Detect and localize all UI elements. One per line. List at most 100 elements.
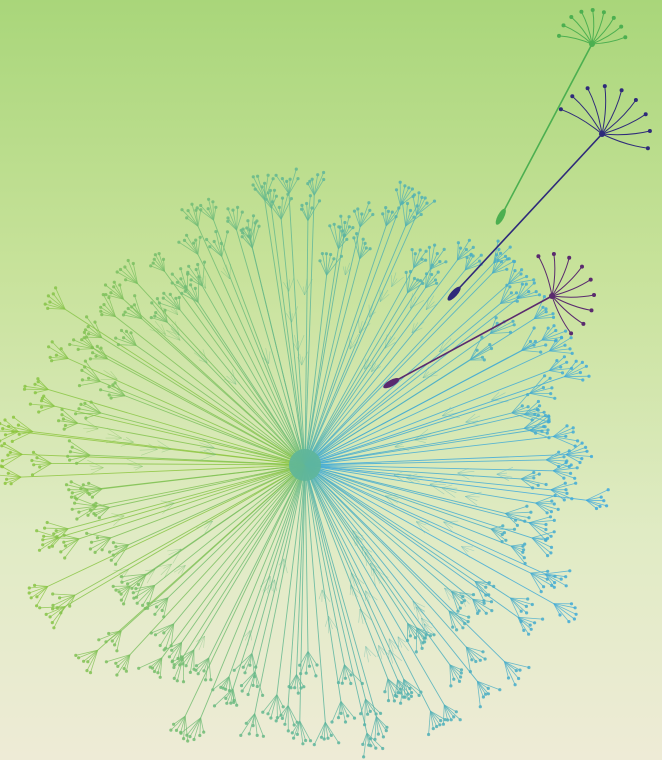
- pappus-tip: [109, 396, 113, 400]
- pappus-tip: [246, 219, 250, 223]
- pappus-tip: [85, 531, 89, 536]
- pappus-tip: [551, 315, 556, 319]
- pappus-filament: [132, 263, 138, 284]
- inner-filament: [291, 313, 293, 323]
- pappus-tip: [121, 313, 126, 317]
- pappus-filament: [469, 348, 492, 361]
- pappus-filament: [282, 178, 290, 195]
- inner-filament: [439, 340, 445, 352]
- pappus-tip: [573, 444, 577, 448]
- pappus-filament: [428, 711, 431, 735]
- pappus-tip: [194, 238, 198, 242]
- pappus-tip: [255, 733, 259, 738]
- pappus-filament: [413, 253, 416, 268]
- pappus-tip: [570, 94, 575, 99]
- seed-stalk: [304, 464, 450, 612]
- inner-filament: [377, 645, 379, 657]
- pappus-filament: [407, 623, 416, 638]
- pappus-filament: [39, 537, 59, 551]
- pappus-tip: [100, 548, 104, 552]
- pappus-tip: [569, 602, 574, 606]
- pappus-filament: [510, 545, 525, 559]
- pappus-tip: [398, 687, 403, 691]
- pappus-tip: [23, 384, 27, 388]
- seed-stalk: [64, 464, 306, 607]
- inner-filament: [359, 608, 367, 620]
- pappus-tip: [550, 499, 554, 503]
- pappus-tip: [170, 281, 174, 285]
- pappus-tip: [553, 396, 557, 400]
- inner-filament: [421, 617, 433, 625]
- pappus-tip: [420, 195, 424, 199]
- inner-filament: [171, 304, 179, 315]
- pappus-tip: [205, 237, 209, 242]
- pappus-tip: [413, 636, 417, 640]
- pappus-filament: [465, 646, 477, 662]
- pappus-filament: [73, 339, 95, 349]
- pappus-filament: [60, 348, 69, 359]
- inner-filament: [170, 308, 178, 316]
- pappus-tip: [277, 205, 281, 209]
- inner-filament: [361, 546, 367, 555]
- inner-filament: [181, 565, 186, 574]
- pappus-tip: [643, 112, 648, 117]
- pappus-filament: [511, 406, 529, 414]
- pappus-filament: [10, 452, 23, 455]
- pappus-tip: [134, 587, 138, 591]
- pappus-tip: [392, 699, 396, 703]
- pappus-tip: [560, 336, 564, 340]
- pappus-tip: [167, 655, 171, 659]
- pappus-tip: [424, 249, 428, 253]
- pappus-tip: [11, 430, 15, 434]
- pappus-tip: [584, 445, 588, 449]
- pappus-tip: [564, 434, 568, 438]
- pappus-filament: [309, 181, 315, 196]
- pappus-tip: [263, 181, 267, 185]
- pappus-tip: [417, 693, 421, 698]
- pappus-tip: [295, 720, 299, 724]
- pappus-tip: [508, 285, 512, 289]
- pappus-tip: [549, 551, 553, 555]
- pappus-filament: [338, 701, 342, 718]
- pappus-filament: [551, 295, 584, 325]
- pappus-filament: [443, 704, 448, 721]
- inner-filament: [422, 370, 437, 379]
- pappus-tip: [119, 328, 124, 333]
- inner-filament: [199, 447, 215, 449]
- pappus-tip: [227, 689, 232, 693]
- pappus-filament: [469, 356, 483, 361]
- pappus-filament: [366, 732, 370, 746]
- seed-stalk: [304, 269, 466, 466]
- pappus-tip: [104, 660, 108, 664]
- pappus-filament: [472, 598, 478, 614]
- seed-stalk: [197, 254, 306, 466]
- inner-filament: [364, 551, 375, 562]
- pappus-tip: [85, 315, 89, 319]
- pappus-filament: [565, 447, 586, 455]
- pappus-filament: [359, 248, 371, 260]
- pappus-tip: [75, 517, 79, 521]
- pappus-tip: [84, 416, 88, 420]
- pappus-tip: [97, 516, 101, 520]
- pappus-tip: [544, 343, 548, 347]
- pappus-filament: [531, 537, 548, 556]
- pappus-tip: [409, 694, 413, 699]
- pappus-filament: [76, 454, 91, 464]
- pappus-filament: [197, 264, 203, 287]
- pappus-filament: [500, 296, 519, 304]
- pappus-filament: [551, 295, 592, 311]
- pappus-tip: [427, 245, 431, 249]
- pappus-filament: [187, 272, 203, 287]
- pappus-tip: [46, 306, 50, 310]
- pappus-tip: [186, 270, 190, 274]
- pappus-filament: [591, 17, 615, 45]
- pappus-tip: [526, 597, 530, 601]
- inner-filament: [344, 267, 352, 276]
- pappus-tip: [10, 439, 14, 443]
- pappus-filament: [587, 87, 603, 135]
- pappus-tip: [119, 598, 123, 602]
- pappus-filament: [116, 654, 131, 676]
- pappus-tip: [459, 668, 464, 672]
- pappus-tip: [573, 606, 577, 610]
- pappus-tip: [261, 734, 265, 738]
